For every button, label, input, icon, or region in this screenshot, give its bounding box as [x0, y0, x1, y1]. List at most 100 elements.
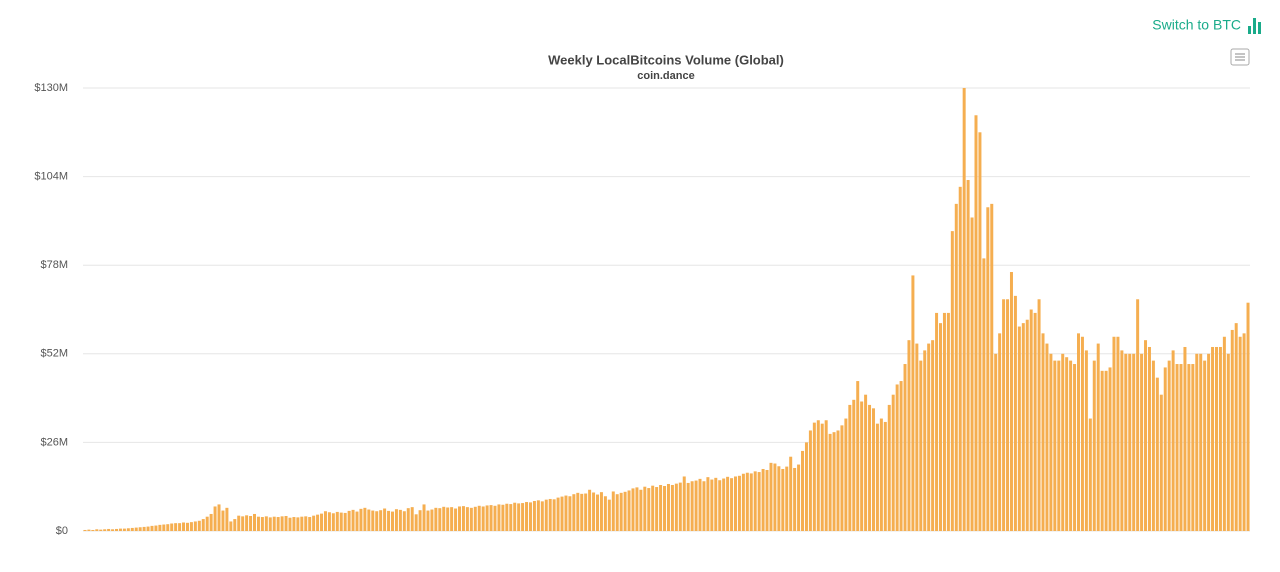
- menu-button[interactable]: [1230, 48, 1250, 66]
- bar: [87, 529, 91, 531]
- bar: [698, 478, 702, 531]
- bar: [1112, 336, 1116, 531]
- bar: [907, 340, 911, 531]
- bar: [844, 418, 848, 531]
- bar: [1084, 350, 1088, 531]
- bar: [931, 340, 935, 531]
- bar: [627, 490, 631, 531]
- bar: [852, 399, 856, 531]
- bar: [359, 508, 363, 531]
- bar: [804, 442, 808, 531]
- bar: [1214, 346, 1218, 531]
- bar: [856, 381, 860, 531]
- y-tick-label: $104M: [34, 171, 68, 183]
- bar: [241, 516, 245, 531]
- bar: [83, 529, 87, 531]
- bar: [1053, 360, 1057, 531]
- bar: [387, 510, 391, 531]
- bar: [304, 516, 308, 531]
- bar: [130, 527, 134, 531]
- bar: [115, 528, 119, 531]
- bar: [327, 512, 331, 531]
- bar: [1183, 346, 1187, 531]
- bar: [966, 180, 970, 531]
- bar: [927, 343, 931, 531]
- bar: [351, 509, 355, 531]
- bar: [166, 524, 170, 531]
- bar: [615, 494, 619, 531]
- bar: [623, 491, 627, 531]
- bar: [986, 207, 990, 531]
- bar: [564, 495, 568, 531]
- bar: [422, 504, 426, 531]
- bar: [197, 520, 201, 531]
- bar: [174, 523, 178, 531]
- bar: [895, 384, 899, 531]
- bar: [1088, 418, 1092, 531]
- bar: [221, 510, 225, 531]
- bar: [461, 506, 465, 531]
- bar: [832, 432, 836, 531]
- bar: [765, 470, 769, 531]
- bar: [1175, 364, 1179, 531]
- bar: [268, 517, 272, 531]
- bar: [205, 516, 209, 531]
- bar: [915, 343, 919, 531]
- bar: [659, 484, 663, 531]
- bar: [998, 333, 1002, 531]
- bar: [284, 516, 288, 531]
- bar: [481, 506, 485, 531]
- bar: [1104, 370, 1108, 531]
- bar: [1069, 360, 1073, 531]
- bar: [710, 479, 714, 531]
- bar: [686, 482, 690, 531]
- y-tick-label: $130M: [34, 82, 68, 94]
- bar: [603, 496, 607, 531]
- bar: [450, 507, 454, 531]
- bar: [154, 525, 158, 531]
- bar: [741, 473, 745, 531]
- bar: [1080, 336, 1084, 531]
- bar: [647, 488, 651, 531]
- bar: [1045, 343, 1049, 531]
- bar: [1128, 353, 1132, 531]
- bar: [150, 525, 154, 531]
- bar: [134, 527, 138, 531]
- bar: [272, 516, 276, 531]
- bar: [982, 258, 986, 531]
- bar: [213, 506, 217, 531]
- bar: [485, 505, 489, 531]
- y-tick-label: $52M: [40, 348, 68, 360]
- bar: [785, 466, 789, 531]
- bar: [568, 496, 572, 531]
- bar: [95, 529, 99, 531]
- bar: [674, 483, 678, 531]
- bar: [1167, 360, 1171, 531]
- bar: [733, 476, 737, 531]
- bar: [237, 515, 241, 531]
- bar: [146, 526, 150, 531]
- bar: [509, 504, 513, 531]
- bar: [367, 509, 371, 531]
- bar: [170, 523, 174, 531]
- bar: [1222, 336, 1226, 531]
- bar: [249, 516, 253, 531]
- bar: [942, 312, 946, 531]
- bar: [493, 505, 497, 531]
- bar: [808, 430, 812, 531]
- bar: [828, 433, 832, 531]
- bar: [540, 501, 544, 531]
- bar: [868, 404, 872, 531]
- bar: [1025, 319, 1029, 531]
- bar: [501, 504, 505, 531]
- bar: [974, 115, 978, 531]
- bar: [1096, 343, 1100, 531]
- switch-link[interactable]: Switch to BTC: [1152, 17, 1241, 33]
- bar: [521, 503, 525, 531]
- bar: [576, 492, 580, 531]
- switch-icon[interactable]: [1248, 18, 1261, 34]
- bar: [111, 529, 115, 531]
- bar: [209, 513, 213, 531]
